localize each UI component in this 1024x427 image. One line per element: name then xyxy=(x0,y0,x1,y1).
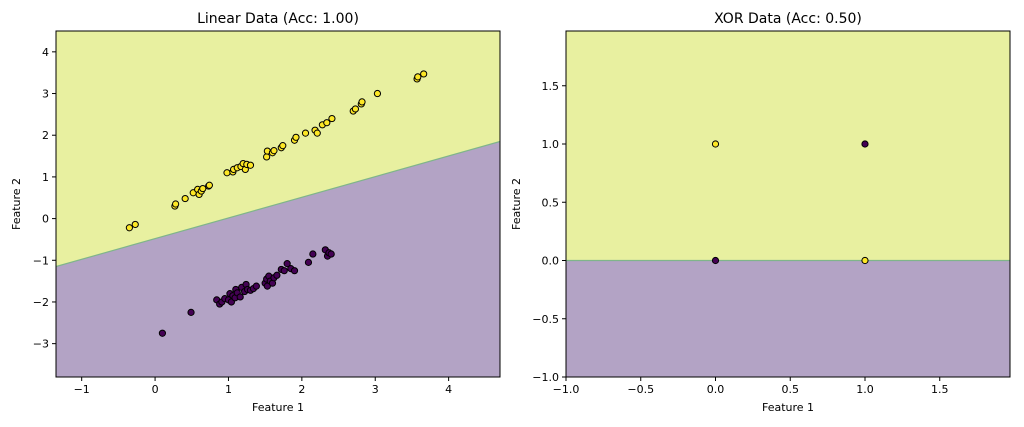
subplot-1: −1 0 1 2 3 4 −3 −2 −1 0 1 2 3 4 Linear Data (Acc: 1.00… xyxy=(10,11,501,414)
x-tick-label: 4 xyxy=(445,383,452,396)
y-tick-label: −3 xyxy=(33,338,49,351)
data-point xyxy=(172,200,180,208)
data-point xyxy=(328,114,336,123)
data-point xyxy=(323,119,331,127)
y-axis-label: Feature 2 xyxy=(510,178,523,230)
decision-boundary xyxy=(56,140,500,268)
chart-title: XOR Data (Acc: 0.50) xyxy=(714,11,862,27)
data-point xyxy=(199,184,207,193)
axes-frame xyxy=(565,30,1011,378)
series-2 xyxy=(158,246,335,337)
data-point xyxy=(327,250,335,258)
data-point xyxy=(304,258,313,266)
x-tick-label: 0.0 xyxy=(707,383,725,396)
data-point xyxy=(373,89,382,98)
data-point xyxy=(358,98,366,106)
data-point xyxy=(414,73,422,81)
x-axis-label: Feature 1 xyxy=(762,401,814,414)
x-tick-label: 0.5 xyxy=(781,383,799,396)
region-class-0 xyxy=(56,141,500,377)
data-point xyxy=(263,153,271,161)
plot-area xyxy=(566,31,1010,377)
data-point xyxy=(420,70,428,78)
data-point xyxy=(861,140,869,148)
data-point xyxy=(309,250,317,258)
y-tick-label: −2 xyxy=(33,296,49,309)
y-tick-label: −1.0 xyxy=(532,371,559,384)
data-point xyxy=(223,169,231,177)
y-tick-label: 4 xyxy=(42,46,49,59)
data-point xyxy=(301,129,310,137)
axes-frame xyxy=(55,30,501,378)
y-tick-label: 0.0 xyxy=(542,255,560,268)
y-tick-label: 3 xyxy=(42,88,49,101)
data-point xyxy=(246,161,255,169)
y-tick-label: 0.5 xyxy=(542,196,560,209)
data-point xyxy=(711,140,720,148)
y-tick-label: −1 xyxy=(33,254,49,267)
subplot-2: −1.0 −0.5 0.0 0.5 1.0 1.5 −1.0 −0.5 0.0 0.5 1.0 1.5… xyxy=(510,11,1011,414)
y-tick-label: 1 xyxy=(42,171,49,184)
x-tick-label: −1 xyxy=(74,383,90,396)
data-point xyxy=(283,260,291,268)
data-point xyxy=(252,282,260,290)
series-2 xyxy=(711,140,869,265)
x-tick-label: −0.5 xyxy=(627,383,654,396)
y-tick-label: 1.0 xyxy=(542,138,560,151)
series-1 xyxy=(125,70,428,232)
data-point xyxy=(273,271,281,279)
region-class-1 xyxy=(566,31,1010,261)
data-point xyxy=(279,142,287,150)
data-point xyxy=(280,267,288,275)
data-point xyxy=(236,293,244,301)
x-tick-label: 1.0 xyxy=(856,383,874,396)
x-tick-label: 1.5 xyxy=(931,383,949,396)
plot-area xyxy=(56,31,500,377)
series-1 xyxy=(711,140,869,265)
y-tick-label: −0.5 xyxy=(532,313,559,326)
data-point xyxy=(181,194,189,203)
x-tick-label: 3 xyxy=(372,383,379,396)
data-point xyxy=(131,220,139,229)
data-point xyxy=(351,105,360,113)
x-tick-label: 2 xyxy=(298,383,305,396)
data-point xyxy=(313,129,321,137)
chart-title: Linear Data (Acc: 1.00) xyxy=(197,11,359,27)
data-point xyxy=(205,181,213,189)
data-point xyxy=(158,329,167,337)
data-point xyxy=(187,308,195,316)
region-class-0 xyxy=(566,260,1010,377)
data-point xyxy=(711,256,720,265)
data-point xyxy=(290,267,299,275)
data-point xyxy=(270,147,278,155)
x-tick-label: 1 xyxy=(225,383,232,396)
x-axis-label: Feature 1 xyxy=(252,401,304,414)
x-tick-label: 0 xyxy=(152,383,159,396)
x-tick-label: −1.0 xyxy=(553,383,580,396)
y-tick-label: 1.5 xyxy=(542,80,560,93)
y-axis-label: Feature 2 xyxy=(10,178,23,230)
data-point xyxy=(292,133,300,141)
y-tick-label: 0 xyxy=(42,213,49,226)
data-point xyxy=(125,224,133,232)
data-point xyxy=(861,256,869,265)
y-tick-label: 2 xyxy=(42,129,49,142)
